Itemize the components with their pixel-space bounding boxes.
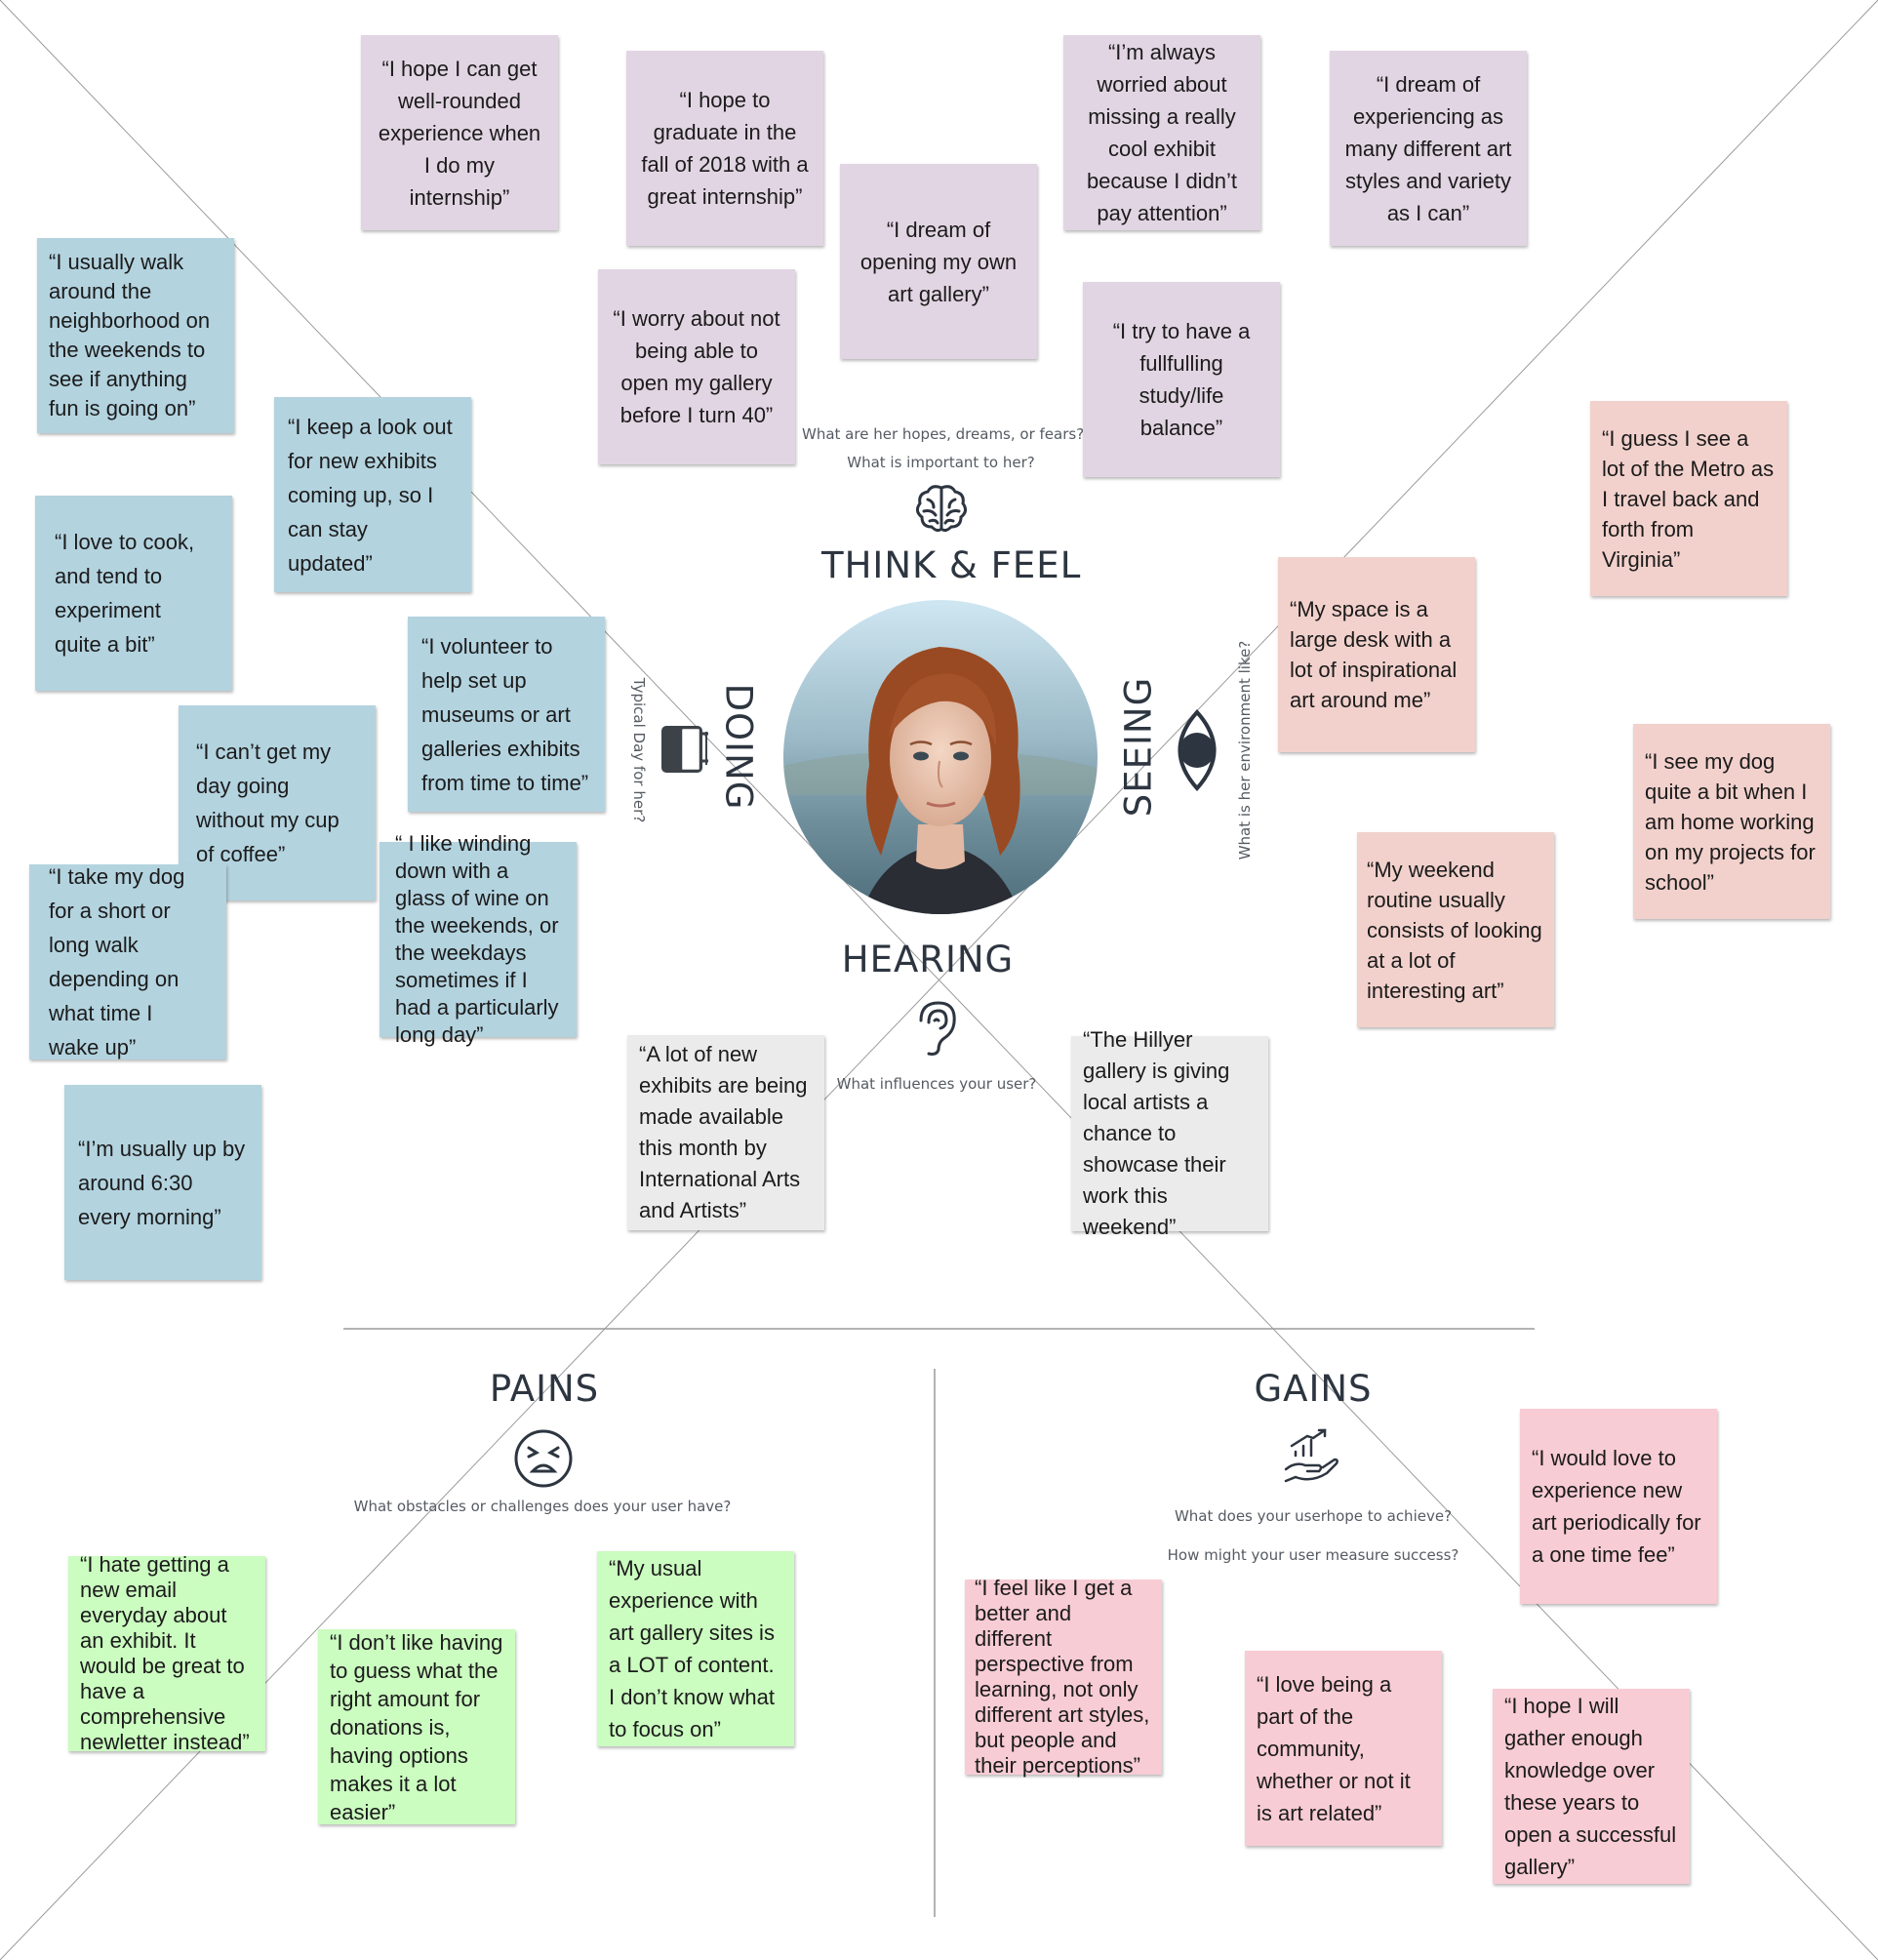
seeing-prompt: What is her environment like? [1236,640,1254,860]
frustrated-face-icon [514,1429,573,1488]
gains-note-2: “I feel like I get a better and differen… [965,1576,1162,1778]
seeing-note-3: “I see my dog quite a bit when I am home… [1633,724,1830,919]
doing-title: DOING [717,683,760,811]
growth-hand-icon [1284,1428,1339,1483]
think-feel-note-4: “I dream of experiencing as many differe… [1330,51,1527,246]
gains-note-3: “I love being a part of the community, w… [1245,1651,1442,1846]
think-feel-title: THINK & FEEL [821,544,1082,586]
hearing-prompt: What influences your user? [836,1075,1037,1093]
pains-title: PAINS [489,1368,600,1410]
doing-note-3: “I love to cook, and tend to experiment … [35,496,232,691]
gains-note-4: “I hope I will gather enough knowledge o… [1493,1689,1690,1884]
doing-note-7: “I take my dog for a short or long walk … [29,864,226,1060]
hearing-title: HEARING [841,939,1015,980]
think-feel-note-3: “I’m always worried about missing a real… [1063,35,1260,230]
think-feel-note-6: “I worry about not being able to open my… [598,269,795,464]
seeing-note-1: “I guess I see a lot of the Metro as I t… [1590,401,1787,596]
pains-note-1: “I hate getting a new email everyday abo… [68,1552,265,1754]
gains-title: GAINS [1254,1368,1373,1410]
ear-icon [919,1001,956,1056]
doing-note-4: “I volunteer to help set up museums or a… [408,617,605,812]
doing-note-8: “I’m usually up by around 6:30 every mor… [64,1085,261,1280]
seeing-title: SEEING [1117,676,1160,818]
notebook-icon [661,726,708,773]
hearing-note-2: “The Hillyer gallery is giving local art… [1071,1027,1268,1239]
think-feel-note-2: “I hope to graduate in the fall of 2018 … [626,51,823,246]
gains-note-1: “I would love to experience new art peri… [1520,1409,1717,1604]
think-feel-note-7: “I try to have a fullfulling study/life … [1083,282,1280,477]
gains-prompt-2: How might your user measure success? [1167,1546,1459,1564]
think-feel-note-5: “I dream of opening my own art gallery” [840,164,1037,359]
seeing-note-2: “My space is a large desk with a lot of … [1278,557,1475,752]
doing-note-6: “ I like winding down with a glass of wi… [380,831,577,1047]
hearing-note-1: “A lot of new exhibits are being made av… [627,1035,824,1230]
gains-prompt-1: What does your userhope to achieve? [1174,1507,1453,1525]
pains-prompt: What obstacles or challenges does your u… [353,1498,732,1515]
doing-note-1: “I usually walk around the neighborhood … [37,238,234,433]
persona-portrait [783,600,1098,914]
pains-note-3: “My usual experience with art gallery si… [597,1551,794,1746]
think-feel-prompt-2: What is important to her? [847,454,1035,471]
brain-icon [915,485,968,533]
think-feel-note-1: “I hope I can get well-rounded experienc… [361,35,558,230]
eye-icon [1178,709,1217,791]
pains-note-2: “I don’t like having to guess what the r… [318,1629,515,1824]
seeing-note-4: “My weekend routine usually consists of … [1357,832,1554,1027]
think-feel-prompt-1: What are her hopes, dreams, or fears? [802,425,1085,443]
doing-prompt: Typical Day for her? [630,677,648,823]
doing-note-2: “I keep a look out for new exhibits comi… [274,397,471,592]
